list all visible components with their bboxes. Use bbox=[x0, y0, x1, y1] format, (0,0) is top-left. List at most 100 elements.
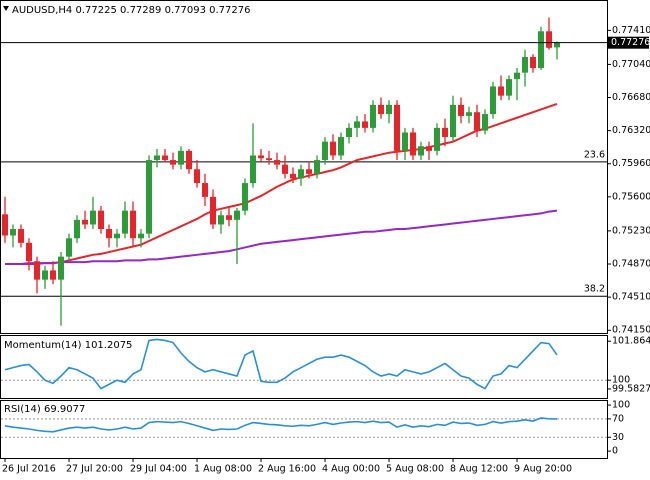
y-tick-label: 0.76320 bbox=[612, 125, 650, 136]
title-value: 0.77289 bbox=[120, 5, 161, 16]
indicator-line bbox=[4, 417, 558, 433]
candle-body bbox=[354, 121, 360, 128]
candle-body bbox=[186, 150, 192, 170]
x-tick-label: 9 Aug 20:00 bbox=[514, 464, 572, 475]
y-tick-label: 0 bbox=[612, 446, 618, 457]
candle-body bbox=[346, 127, 352, 138]
title-text: Momentum(14) bbox=[4, 340, 82, 351]
candle-body bbox=[66, 238, 72, 257]
candle-body bbox=[10, 229, 16, 236]
candle-body bbox=[338, 137, 344, 156]
candle-body bbox=[306, 169, 312, 174]
x-tick-label: 27 Jul 20:00 bbox=[66, 464, 123, 475]
x-tick-label: 8 Aug 12:00 bbox=[450, 464, 508, 475]
level-label: 23.6 bbox=[584, 149, 605, 160]
candle-body bbox=[546, 31, 552, 48]
y-tick-label: 100 bbox=[612, 400, 630, 411]
candle-body bbox=[378, 104, 384, 115]
y-tick-label: 101.8648 bbox=[612, 336, 650, 347]
candle-body bbox=[42, 270, 48, 280]
candle-body bbox=[490, 86, 496, 115]
indicator-line bbox=[4, 338, 558, 390]
candle-body bbox=[370, 104, 376, 128]
y-tick-label: 0.77040 bbox=[612, 59, 650, 70]
candle-body bbox=[266, 158, 272, 161]
x-tick-label: 5 Aug 08:00 bbox=[386, 464, 444, 475]
menu-icon bbox=[3, 6, 9, 11]
rsi-panel bbox=[0, 400, 608, 459]
candle-body bbox=[98, 210, 104, 230]
candle-body bbox=[242, 183, 248, 211]
candle-body bbox=[202, 183, 208, 197]
candle-body bbox=[482, 114, 488, 131]
candle-body bbox=[290, 173, 296, 179]
candle-body bbox=[506, 79, 512, 96]
candle-body bbox=[194, 169, 200, 184]
y-tick-label: 0.75230 bbox=[612, 225, 650, 236]
x-tick-label: 26 Jul 2016 bbox=[2, 464, 56, 475]
last-price-label: 0.77276 bbox=[611, 37, 650, 48]
x-tick-label: 1 Aug 08:00 bbox=[194, 464, 252, 475]
candle-body bbox=[90, 210, 96, 225]
title-value: 0.77225 bbox=[75, 5, 116, 16]
y-tick-label: 0.74510 bbox=[612, 292, 650, 303]
candle-body bbox=[298, 169, 304, 179]
candle-body bbox=[474, 112, 480, 131]
candle-body bbox=[114, 233, 120, 239]
candle-body bbox=[146, 160, 152, 234]
y-tick-label: 0.76680 bbox=[612, 92, 650, 103]
title-value: 0.77093 bbox=[165, 5, 206, 16]
candle-body bbox=[106, 229, 112, 239]
title-value: 101.2075 bbox=[85, 340, 133, 351]
x-tick-label: 2 Aug 16:00 bbox=[258, 464, 316, 475]
candle-body bbox=[322, 141, 328, 161]
candle-body bbox=[250, 155, 256, 184]
candle-body bbox=[314, 160, 320, 174]
candle-body bbox=[530, 57, 536, 69]
candle-body bbox=[2, 214, 8, 236]
candle-body bbox=[514, 72, 520, 80]
candle-body bbox=[258, 155, 264, 159]
y-tick-label: 100 bbox=[612, 375, 630, 386]
candle-body bbox=[466, 112, 472, 116]
panel-title: RSI(14) 69.9077 bbox=[4, 404, 85, 415]
candle-body bbox=[210, 196, 216, 225]
candle-body bbox=[130, 210, 136, 239]
title-text: AUDUSD,H4 bbox=[12, 5, 72, 16]
candle-body bbox=[58, 256, 64, 280]
y-tick-label: 0.75600 bbox=[612, 191, 650, 202]
candle-body bbox=[522, 57, 528, 73]
candle-body bbox=[154, 155, 160, 161]
title-value: 69.9077 bbox=[44, 404, 85, 415]
candle-body bbox=[394, 104, 400, 151]
candle-body bbox=[554, 42, 560, 48]
y-tick-label: 30 bbox=[612, 432, 624, 443]
candle-body bbox=[26, 242, 32, 262]
candle-body bbox=[434, 127, 440, 151]
candle-body bbox=[50, 270, 56, 280]
candle-body bbox=[330, 141, 336, 156]
candle-body bbox=[402, 132, 408, 151]
candle-body bbox=[178, 150, 184, 165]
y-tick-label: 99.5827 bbox=[612, 383, 650, 394]
candle-body bbox=[538, 31, 544, 69]
candle-body bbox=[426, 146, 432, 151]
candle-body bbox=[74, 219, 80, 239]
candle-body bbox=[362, 121, 368, 128]
candle-body bbox=[498, 86, 504, 96]
candle-body bbox=[170, 160, 176, 165]
last-price-box bbox=[608, 36, 649, 49]
candle-body bbox=[442, 127, 448, 138]
candle-body bbox=[458, 104, 464, 116]
candle-body bbox=[162, 155, 168, 161]
candle-body bbox=[18, 229, 24, 243]
x-tick-label: 4 Aug 00:00 bbox=[322, 464, 380, 475]
candle-body bbox=[122, 210, 128, 234]
x-tick-label: 29 Jul 04:00 bbox=[130, 464, 187, 475]
moving-average bbox=[5, 103, 558, 266]
candle-body bbox=[234, 210, 240, 220]
momentum-panel bbox=[0, 335, 608, 399]
candle-body bbox=[418, 146, 424, 156]
